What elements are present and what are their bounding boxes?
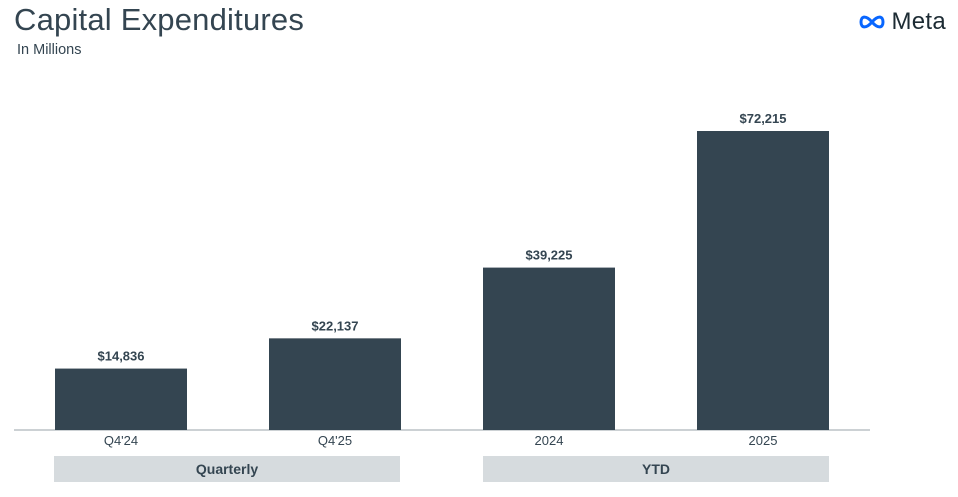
bar-q4-25 — [269, 338, 401, 430]
bars-group: $14,836 Q4'24 $22,137 Q4'25 $39,225 2024 $72,2… — [55, 111, 829, 448]
category-label-q4-24: Q4'24 — [104, 433, 138, 448]
value-label-2024: $39,225 — [526, 248, 573, 263]
meta-infinity-icon — [859, 15, 885, 29]
category-label-2025: 2025 — [749, 433, 778, 448]
meta-logo-text: Meta — [891, 8, 946, 35]
chart-title: Capital Expenditures — [14, 2, 305, 37]
category-label-2024: 2024 — [535, 433, 564, 448]
group-box-ytd — [483, 456, 829, 482]
group-label-ytd: YTD — [642, 461, 670, 477]
group-labels: Quarterly YTD — [54, 456, 829, 482]
bar-2024 — [483, 267, 615, 430]
meta-logo: Meta — [857, 8, 946, 36]
bar-2025 — [697, 131, 829, 430]
value-label-2025: $72,215 — [740, 111, 787, 126]
category-label-q4-25: Q4'25 — [318, 433, 352, 448]
value-label-q4-24: $14,836 — [98, 349, 145, 364]
chart-subtitle: In Millions — [17, 42, 82, 58]
group-label-quarterly: Quarterly — [196, 461, 258, 477]
group-box-quarterly — [54, 456, 400, 482]
bar-q4-24 — [55, 368, 187, 430]
value-label-q4-25: $22,137 — [312, 318, 359, 333]
